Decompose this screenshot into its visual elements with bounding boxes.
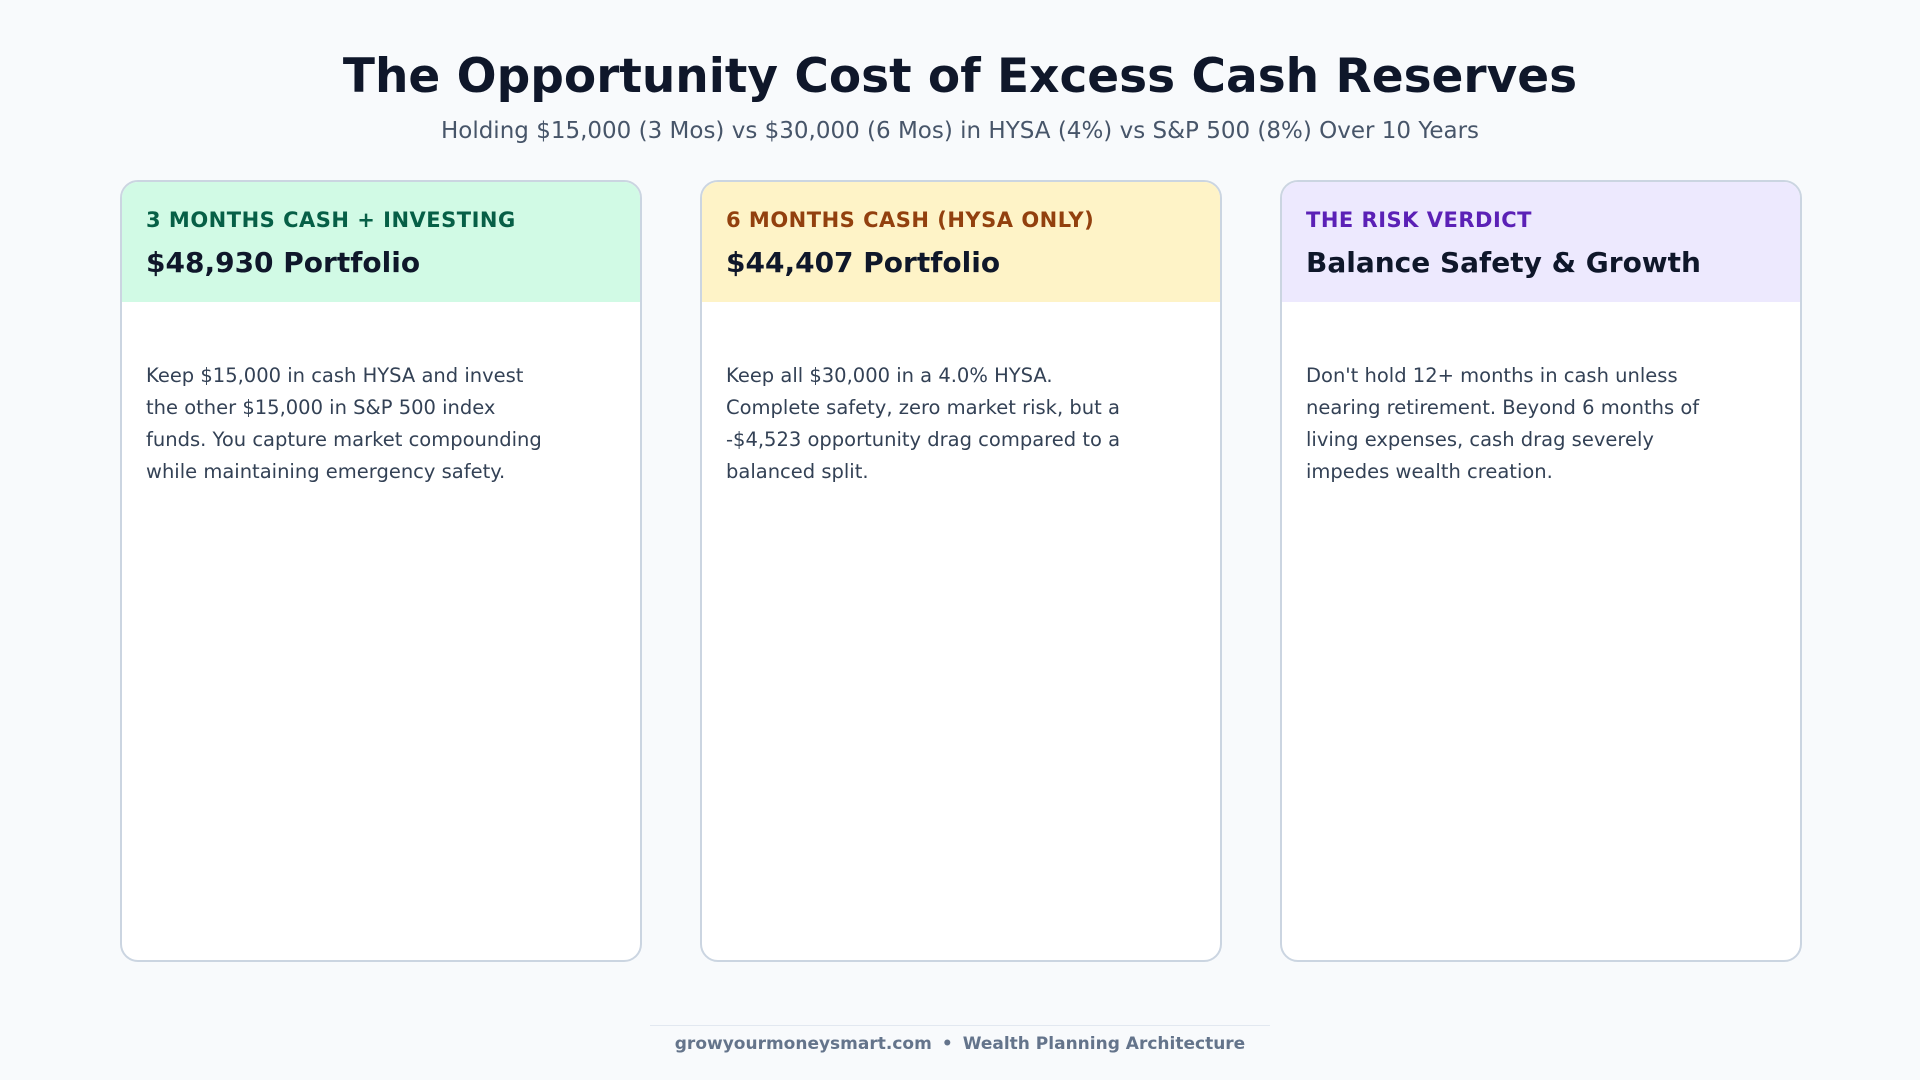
card-label: THE RISK VERDICT bbox=[1306, 208, 1532, 232]
card-label: 6 MONTHS CASH (HYSA ONLY) bbox=[726, 208, 1095, 232]
page-header: The Opportunity Cost of Excess Cash Rese… bbox=[0, 50, 1920, 146]
card-six-months-cash: 6 MONTHS CASH (HYSA ONLY) $44,407 Portfo… bbox=[700, 180, 1222, 962]
card-heading: $44,407 Portfolio bbox=[726, 246, 1001, 279]
footer-tagline: Wealth Planning Architecture bbox=[962, 1034, 1246, 1054]
card-header: THE RISK VERDICT Balance Safety & Growth bbox=[1282, 182, 1800, 302]
card-description: Keep $15,000 in cash HYSA and invest the… bbox=[146, 364, 542, 483]
card-risk-verdict: THE RISK VERDICT Balance Safety & Growth… bbox=[1280, 180, 1802, 962]
card-heading: Balance Safety & Growth bbox=[1306, 246, 1701, 279]
card-label: 3 MONTHS CASH + INVESTING bbox=[146, 208, 516, 232]
footer-separator: • bbox=[941, 1034, 953, 1054]
card-heading: $48,930 Portfolio bbox=[146, 246, 421, 279]
card-header: 6 MONTHS CASH (HYSA ONLY) $44,407 Portfo… bbox=[702, 182, 1220, 302]
card-description: Don't hold 12+ months in cash unless nea… bbox=[1306, 364, 1700, 483]
comparison-cards: 3 MONTHS CASH + INVESTING $48,930 Portfo… bbox=[120, 180, 1802, 962]
footer-site-link[interactable]: growyourmoneysmart.com bbox=[674, 1034, 932, 1054]
page-title: The Opportunity Cost of Excess Cash Rese… bbox=[342, 49, 1578, 104]
page-footer: growyourmoneysmart.com • Wealth Planning A… bbox=[650, 1025, 1270, 1054]
card-description: Keep all $30,000 in a 4.0% HYSA. Complet… bbox=[726, 364, 1121, 483]
page-subtitle: Holding $15,000 (3 Mos) vs $30,000 (6 Mo… bbox=[440, 118, 1480, 144]
card-header: 3 MONTHS CASH + INVESTING $48,930 Portfo… bbox=[122, 182, 640, 302]
card-three-months-cash: 3 MONTHS CASH + INVESTING $48,930 Portfo… bbox=[120, 180, 642, 962]
